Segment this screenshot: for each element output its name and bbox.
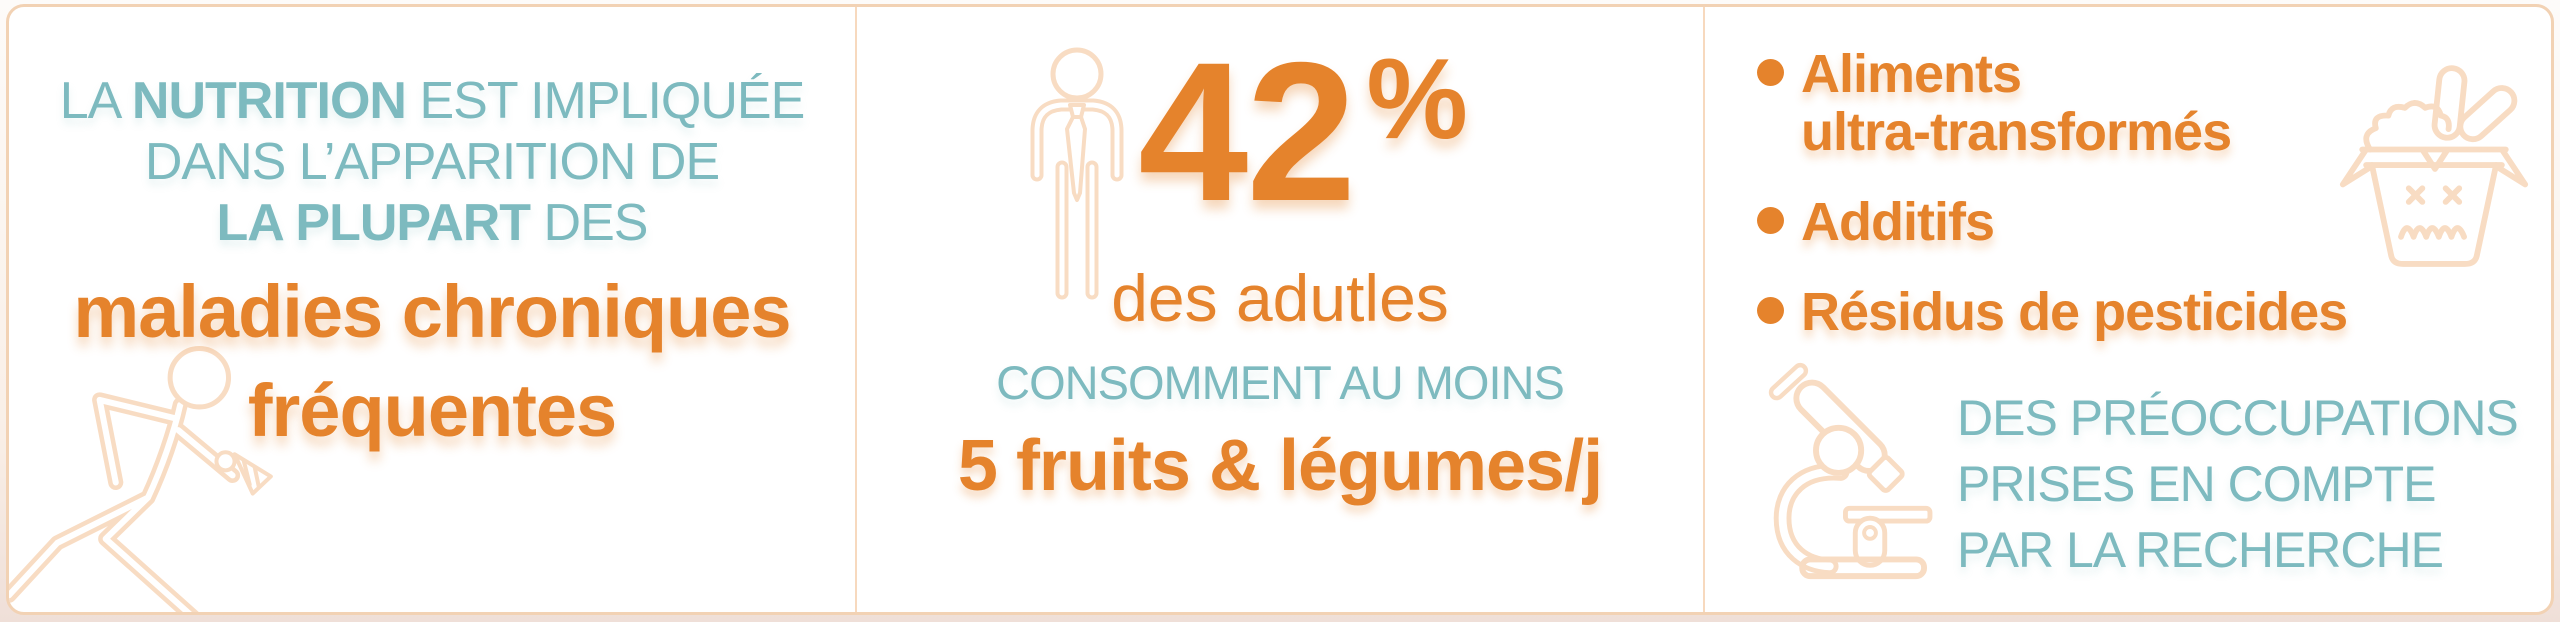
panel-chronic-diseases: LA NUTRITION EST IMPLIQUÉE DANS L’APPARI… xyxy=(9,7,855,612)
microscope-icon xyxy=(1747,359,1939,583)
adult-icon xyxy=(1021,47,1133,305)
stat-value: 42 xyxy=(1138,21,1356,242)
research-caption-line: PRISES EN COMPTE xyxy=(1957,456,2437,512)
chronic-diseases-statement: LA NUTRITION EST IMPLIQUÉE DANS L’APPARI… xyxy=(9,71,855,460)
research-caption: DES PRÉOCCUPATIONS PRISES EN COMPTE PAR … xyxy=(1957,385,2519,583)
statement-line-1: LA NUTRITION EST IMPLIQUÉE xyxy=(9,71,855,132)
panel-fruits-vegetables-stat: 42% des adutles CONSOMMENT AU MOINS 5 fr… xyxy=(855,7,1703,612)
statement-line-2: DANS L’APPARITION DE xyxy=(144,133,720,191)
stat-subcaption: CONSOMMENT AU MOINS xyxy=(996,356,1565,409)
statement-line-3: LA PLUPART DES xyxy=(9,193,855,254)
panel-research-concerns: Aliments ultra-transformés Additifs Rési… xyxy=(1703,7,2551,612)
stat-caption: des adutles xyxy=(1111,261,1449,335)
stat-42-percent: 42% xyxy=(857,29,1703,234)
bullet-line: Résidus de pesticides xyxy=(1801,282,2348,342)
bullet-line: Additifs xyxy=(1801,192,1995,252)
statement-highlight-line-2: fréquentes xyxy=(247,369,617,452)
runner-icon xyxy=(9,340,297,612)
stat-highlight: 5 fruits & légumes/j xyxy=(957,426,1603,506)
bullet-line: Aliments xyxy=(1801,44,2022,104)
junk-food-box-icon xyxy=(2337,59,2531,273)
concerns-list: Aliments ultra-transformés Additifs Rési… xyxy=(1705,45,2551,341)
statement-line-3-post: DES xyxy=(530,194,649,252)
stat-unit: % xyxy=(1366,36,1468,163)
statement-highlight: maladies chroniques fréquentes xyxy=(9,262,855,460)
statement-line-1-post: EST IMPLIQUÉE xyxy=(406,72,805,130)
research-caption-line: PAR LA RECHERCHE xyxy=(1957,522,2444,578)
infographic-card: LA NUTRITION EST IMPLIQUÉE DANS L’APPARI… xyxy=(6,4,2554,615)
bullet-line: ultra-transformés xyxy=(1801,102,2232,162)
statement-highlight-line-1: maladies chroniques xyxy=(73,270,791,353)
list-item-pesticide-residues: Résidus de pesticides xyxy=(1757,283,2551,341)
statement-line-3-bold: LA PLUPART xyxy=(216,194,532,252)
list-item-ultra-processed-foods: Aliments ultra-transformés xyxy=(1757,45,2551,161)
list-item-additives: Additifs xyxy=(1757,193,2551,251)
research-caption-line: DES PRÉOCCUPATIONS xyxy=(1957,390,2519,446)
statement-line-1-pre: LA xyxy=(59,72,132,130)
statement-line-1-bold: NUTRITION xyxy=(131,72,407,130)
